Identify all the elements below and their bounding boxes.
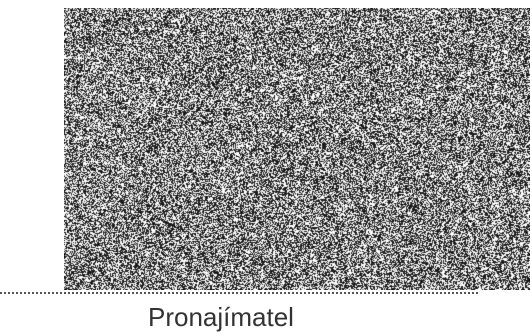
signature-dotted-line — [0, 292, 478, 294]
noise-pattern-image — [64, 8, 530, 290]
signatory-label: Pronajímatel — [148, 302, 294, 332]
